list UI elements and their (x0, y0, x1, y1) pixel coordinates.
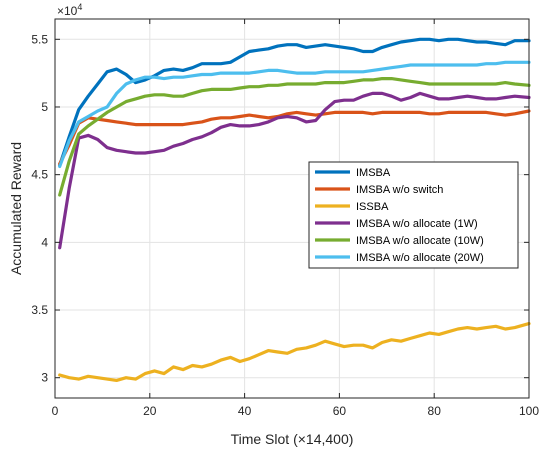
series-line-3 (58, 322, 531, 382)
x-tick-label: 0 (52, 404, 59, 418)
legend-label-4: IMSBA w/o allocate (1W) (356, 218, 478, 230)
axes-box (54, 18, 530, 399)
x-tick-label: 40 (238, 404, 252, 418)
series-line-1 (58, 37, 531, 167)
y-exponent-label: ×104 (57, 2, 82, 18)
x-axis-label: Time Slot (×14,400) (231, 431, 354, 447)
series-line-4 (58, 91, 531, 250)
series-line-6 (58, 60, 531, 169)
y-tick-label: 5 (41, 100, 48, 114)
x-tick-label: 60 (333, 404, 347, 418)
series-line-5 (58, 77, 531, 197)
y-tick-label: 5.5 (31, 32, 48, 46)
legend: IMSBA IMSBA w/o switch ISSBA IMSBA w/o allo… (308, 161, 519, 269)
y-tick-label: 4.5 (31, 168, 48, 182)
x-tick-label: 80 (428, 404, 442, 418)
legend-label-3: ISSBA (356, 201, 389, 213)
tick-labels: 0 20 40 60 80 100 3 3.5 4 4.5 5 5.5 (31, 32, 539, 418)
y-tick-label: 4 (41, 235, 48, 249)
legend-box (308, 161, 519, 269)
y-axis-label: Accumulated Reward (8, 142, 24, 275)
y-exponent-base: ×10 (57, 4, 78, 18)
y-tick-label: 3.5 (31, 303, 48, 317)
y-exponent-power: 4 (77, 2, 82, 12)
legend-label-5: IMSBA w/o allocate (10W) (356, 235, 484, 247)
x-tick-label: 100 (519, 404, 539, 418)
legend-label-6: IMSBA w/o allocate (20W) (356, 252, 484, 264)
legend-label-2: IMSBA w/o switch (356, 184, 443, 196)
series-line-2 (58, 109, 531, 166)
y-tick-label: 3 (41, 371, 48, 385)
series-layer (58, 37, 531, 382)
x-tick-label: 20 (143, 404, 157, 418)
legend-label-1: IMSBA (356, 167, 391, 179)
axes (54, 18, 530, 399)
